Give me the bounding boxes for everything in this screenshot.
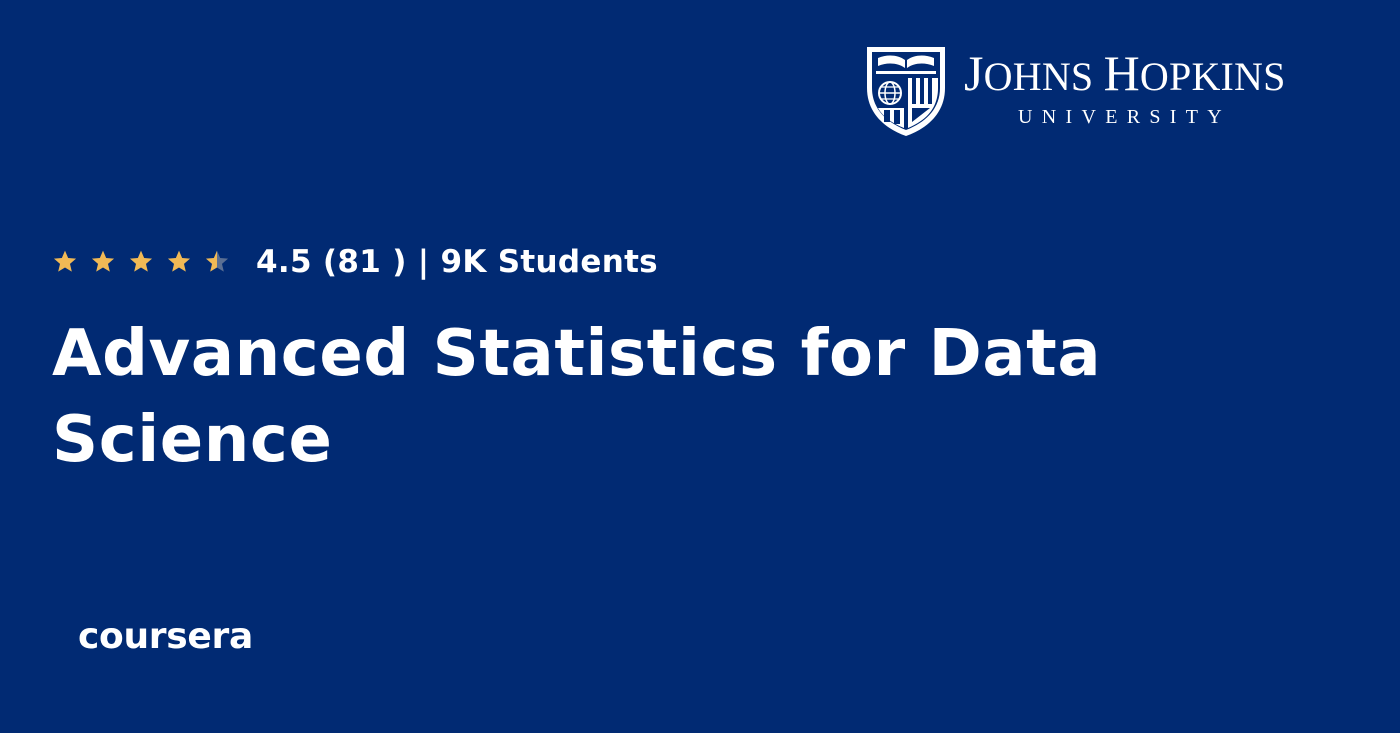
star-icon xyxy=(205,250,229,272)
star-icon xyxy=(129,250,153,272)
rating-summary: 4.5 (81 ) | 9K Students xyxy=(256,244,658,280)
university-subtitle: UNIVERSITY xyxy=(1018,106,1231,128)
course-title: Advanced Statistics for Data Science xyxy=(52,317,1102,477)
star-rating xyxy=(52,249,230,275)
university-name: JOHNS HOPKINS xyxy=(964,45,1286,101)
university-shield-icon xyxy=(864,44,948,138)
platform-logo: coursera xyxy=(78,616,253,657)
university-logo: JOHNS HOPKINS UNIVERSITY xyxy=(864,44,1350,138)
rating-row: 4.5 (81 ) | 9K Students xyxy=(52,240,658,284)
star-icon xyxy=(167,250,191,272)
star-icon xyxy=(53,250,77,272)
star-icon xyxy=(91,250,115,272)
